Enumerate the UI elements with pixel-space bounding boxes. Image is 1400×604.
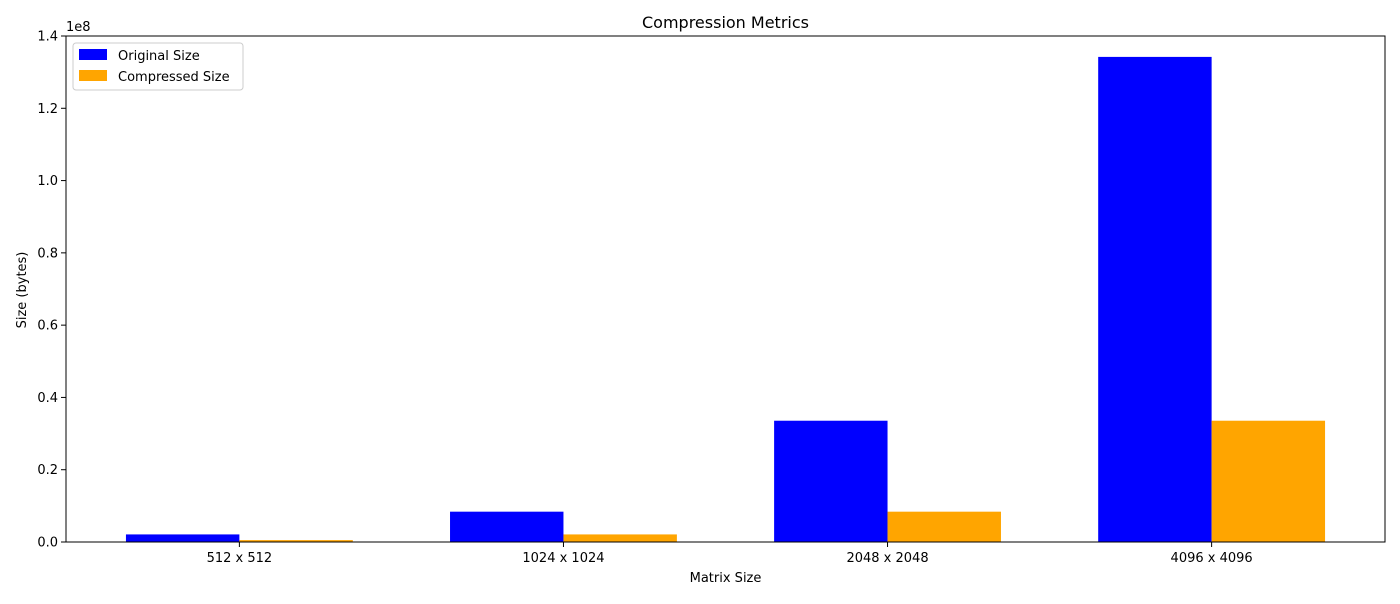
bars-layer bbox=[125, 56, 1326, 543]
legend: Original Size Compressed Size bbox=[72, 42, 244, 91]
bar-compressed-size-2 bbox=[887, 511, 1001, 542]
x-tick-label: 1024 x 1024 bbox=[522, 551, 604, 566]
legend-swatch-compressed-size bbox=[79, 70, 107, 81]
y-tick-label: 0.0 bbox=[37, 536, 58, 551]
y-tick-label: 0.2 bbox=[37, 463, 58, 478]
x-tick-label: 2048 x 2048 bbox=[846, 551, 928, 566]
bar-original-size-0 bbox=[125, 534, 240, 542]
chart-title: Compression Metrics bbox=[642, 13, 809, 32]
y-tick-label: 1.2 bbox=[37, 102, 58, 117]
y-tick-label: 0.4 bbox=[37, 391, 58, 406]
bar-original-size-2 bbox=[774, 420, 888, 542]
legend-frame bbox=[72, 42, 244, 91]
legend-swatch-original-size bbox=[79, 49, 107, 60]
x-tick-label: 512 x 512 bbox=[207, 551, 273, 566]
bar-compressed-size-0 bbox=[239, 540, 353, 542]
legend-label-original-size: Original Size bbox=[118, 49, 200, 64]
legend-label-compressed-size: Compressed Size bbox=[118, 70, 230, 85]
bar-compressed-size-1 bbox=[563, 534, 677, 542]
x-axis-title: Matrix Size bbox=[690, 571, 762, 586]
bar-original-size-1 bbox=[450, 511, 564, 542]
y-axis-title: Size (bytes) bbox=[15, 252, 30, 329]
y-tick-label: 0.6 bbox=[37, 319, 58, 334]
y-tick-label: 1.4 bbox=[37, 30, 58, 45]
plot-frame bbox=[65, 35, 1386, 543]
y-axis-offset-label: 1e8 bbox=[66, 20, 91, 35]
y-tick-label: 0.8 bbox=[37, 246, 58, 261]
axes-layer: 0.0 0.2 0.4 0.6 0.8 1.0 1.2 1.4 512 x 512 1024 x … bbox=[37, 30, 1386, 566]
y-tick-label: 1.0 bbox=[37, 174, 58, 189]
x-tick-label: 4096 x 4096 bbox=[1171, 551, 1253, 566]
bar-original-size-3 bbox=[1098, 56, 1212, 543]
bar-compressed-size-3 bbox=[1211, 420, 1326, 542]
